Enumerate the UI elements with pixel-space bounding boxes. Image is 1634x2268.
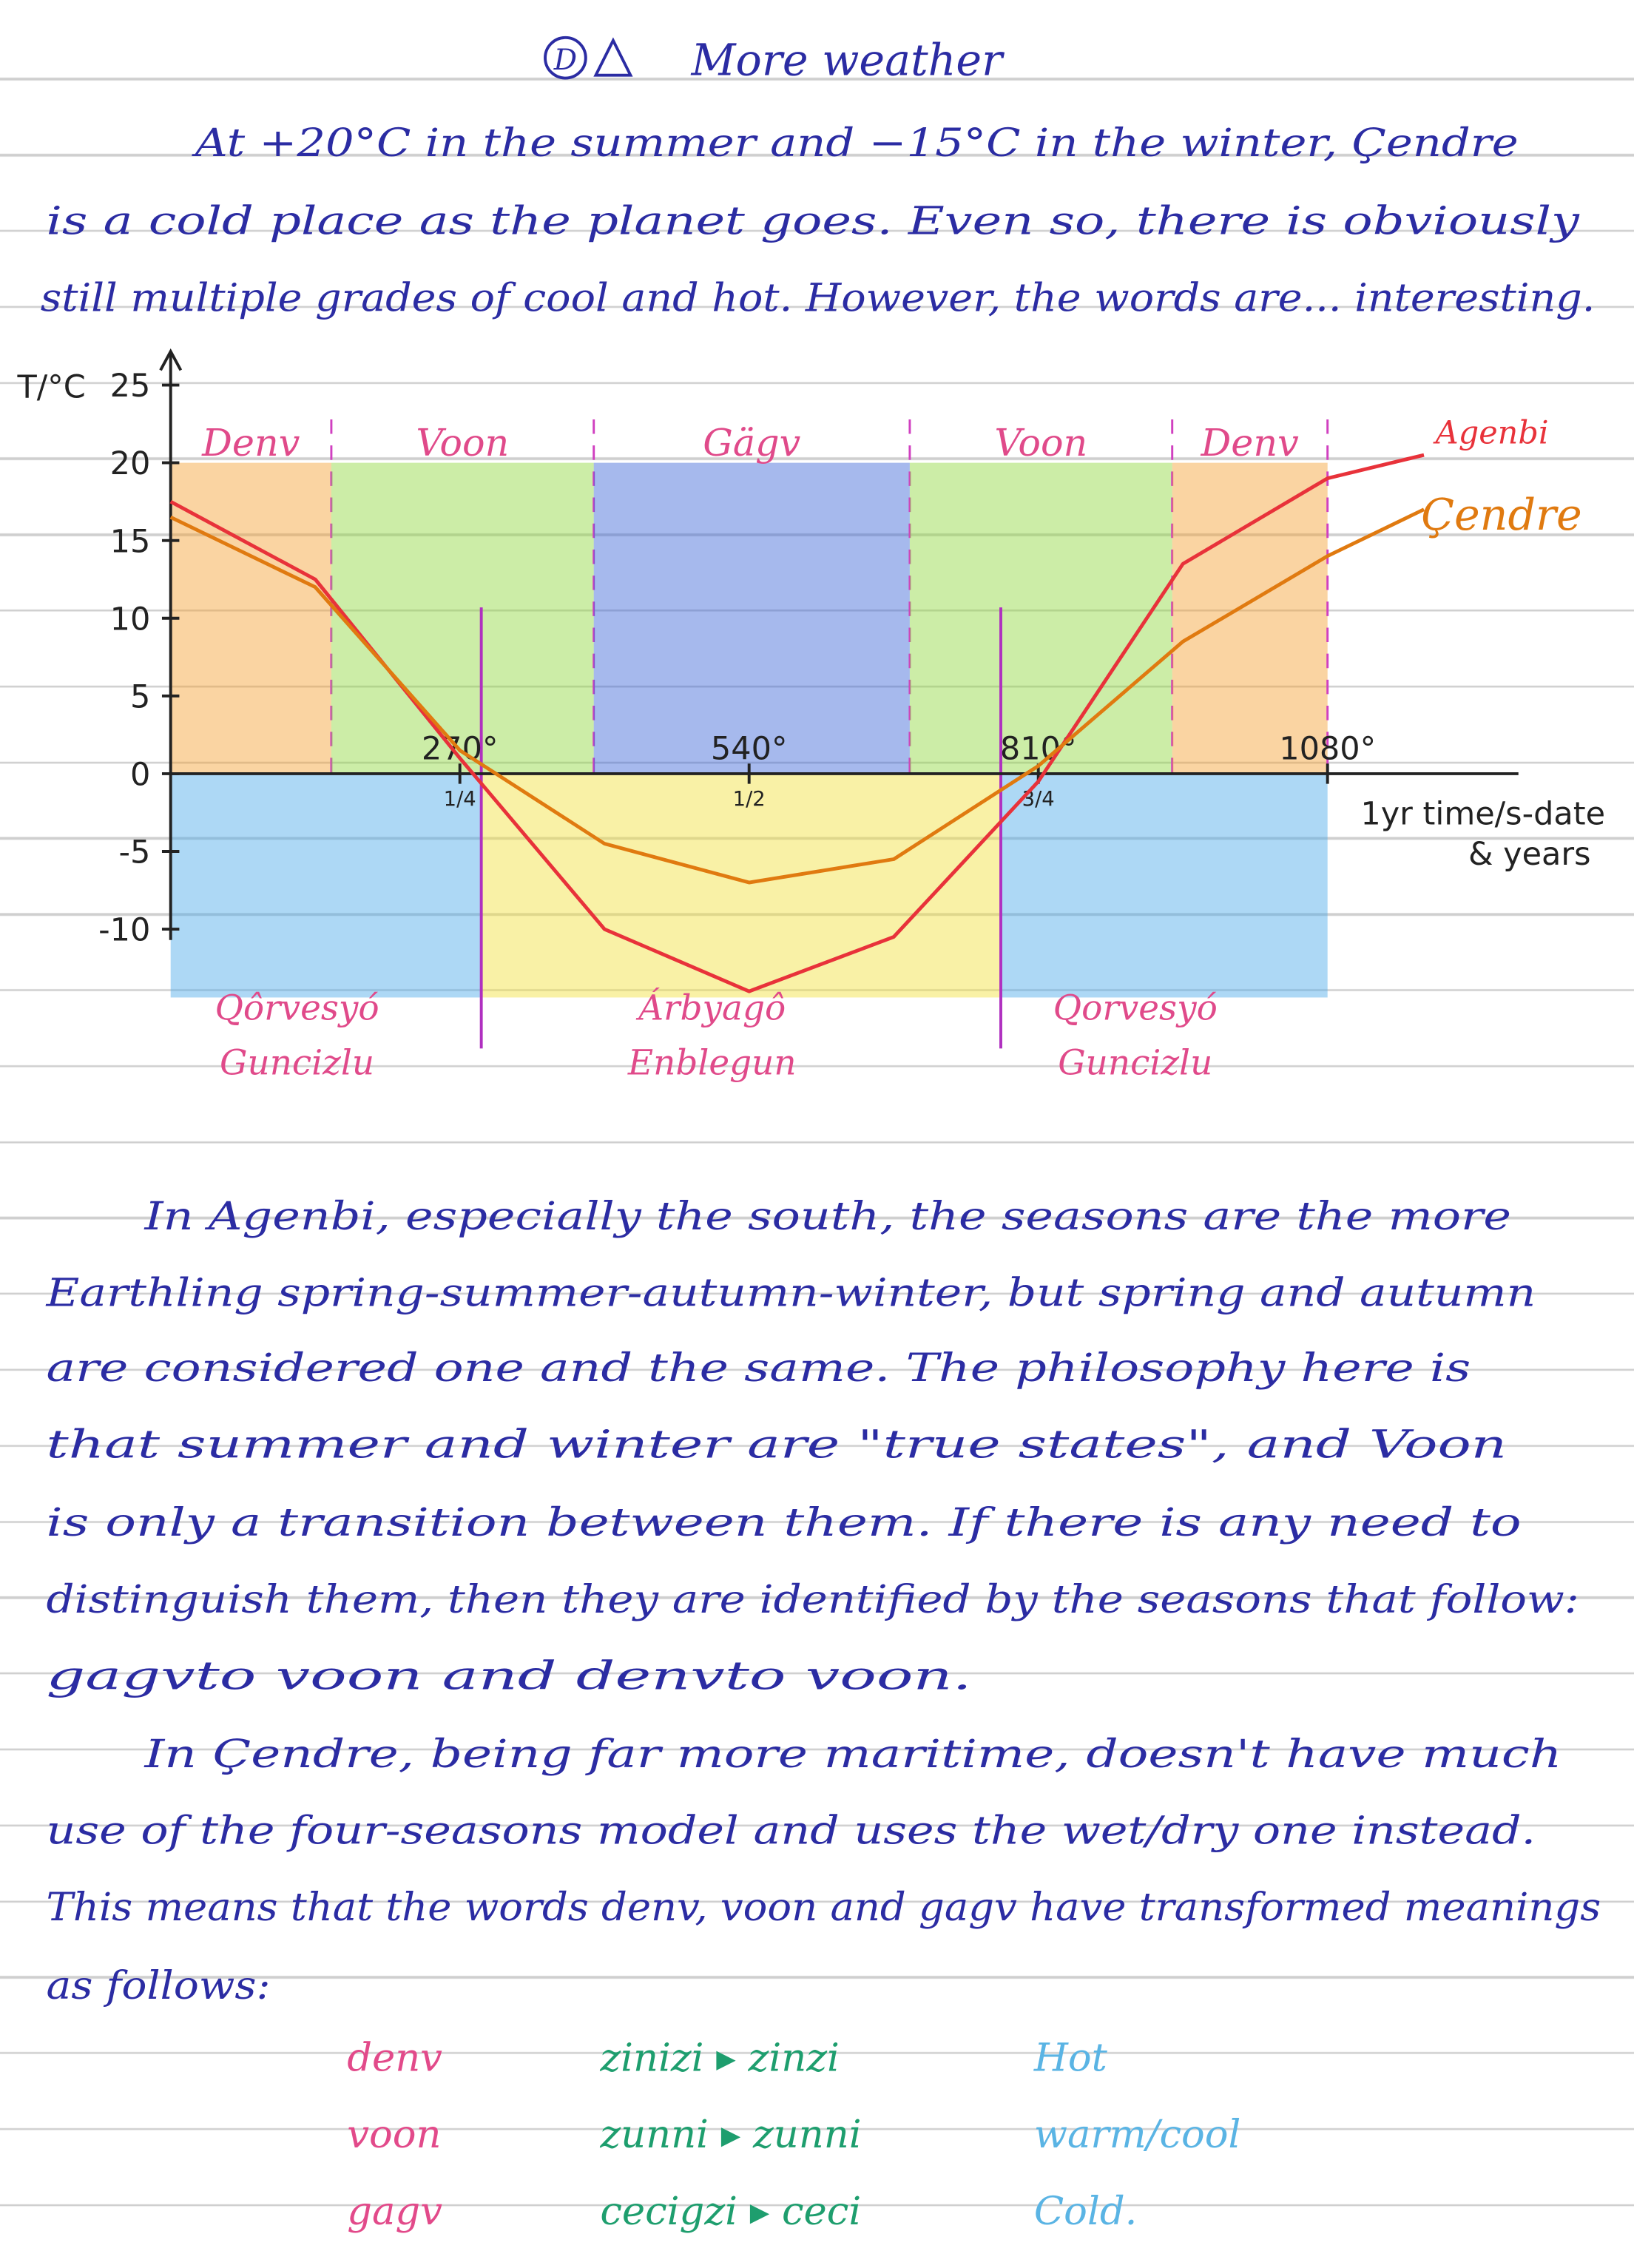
season-label: Gägv — [703, 421, 800, 465]
x-tick-label: 540° — [711, 730, 788, 767]
text-line: distinguish them, then they are identifi… — [47, 1577, 1579, 1622]
series-line — [169, 507, 1425, 885]
text-line: use of the four-seasons model and uses t… — [47, 1809, 1536, 1854]
text-line: as follows: — [47, 1963, 271, 2008]
region-label: Enblegun — [627, 1043, 797, 1084]
x-tick-label: 1080° — [1279, 730, 1376, 767]
region-label: Guncizlu — [1058, 1043, 1212, 1084]
x-fraction-label: 1/2 — [733, 788, 766, 811]
table-cell: denv — [347, 2036, 442, 2081]
y-axis-label: T/°C — [16, 369, 85, 406]
text-line: still multiple grades of cool and hot. H… — [41, 275, 1596, 320]
legend-label: Çendre — [1421, 490, 1582, 540]
chart: Denv Voon Gägv Voon Denv Qôrvesyó Guncizlu Árby… — [16, 348, 1605, 1084]
lower-region — [1001, 773, 1328, 998]
text-line: In Agenbi, especially the south, the sea… — [144, 1194, 1511, 1239]
title-icon — [593, 37, 633, 77]
table-cell: warm/cool — [1034, 2112, 1241, 2157]
season-region — [331, 462, 594, 774]
page-letter: D — [553, 44, 577, 77]
text-line: In Çendre, being far more maritime, does… — [144, 1732, 1562, 1777]
text-line: are considered one and the same. The phi… — [47, 1346, 1471, 1391]
season-region — [1172, 462, 1328, 774]
table-cell: cecigzi ▸ ceci — [600, 2189, 861, 2234]
table-cell: Cold. — [1034, 2189, 1138, 2234]
x-axis-label: 1yr time/s-date — [1360, 795, 1605, 832]
table-cell: zunni ▸ zunni — [599, 2112, 861, 2157]
region-label: Qorvesyó — [1053, 988, 1218, 1028]
region-label: Árbyagô — [635, 987, 786, 1028]
y-tick-label: 20 — [110, 445, 151, 482]
region-label: Guncizlu — [220, 1043, 374, 1084]
region-label: Qôrvesyó — [215, 988, 379, 1028]
legend-label: Agenbi — [1433, 414, 1549, 451]
y-tick-label: 0 — [130, 757, 150, 794]
y-tick-label: -5 — [118, 834, 150, 871]
text-line: is only a transition between them. If th… — [47, 1500, 1522, 1545]
season-label: Voon — [416, 421, 509, 465]
text-line: Earthling spring-summer-autumn-winter, b… — [45, 1270, 1536, 1315]
y-tick-label: 25 — [110, 368, 151, 405]
season-region — [593, 462, 910, 774]
season-region — [909, 462, 1172, 774]
x-axis-label: & years — [1468, 836, 1591, 873]
season-label: Denv — [201, 421, 300, 465]
y-tick-label: 15 — [110, 523, 151, 560]
table-cell: zinizi ▸ zinzi — [599, 2036, 840, 2081]
page-circle — [544, 36, 587, 80]
table-cell: Hot — [1033, 2036, 1108, 2081]
title: More weather — [690, 36, 1005, 86]
x-fraction-label: 1/4 — [444, 788, 476, 811]
text-line: is a cold place as the planet goes. Even… — [47, 199, 1581, 244]
season-region — [170, 462, 331, 774]
y-tick-label: 5 — [130, 678, 150, 715]
text-line: This means that the words denv, voon and… — [47, 1885, 1601, 1930]
text-line: that summer and winter are "true states"… — [47, 1422, 1508, 1468]
text-line: gagvto voon and denvto voon. — [47, 1653, 972, 1698]
season-label: Denv — [1201, 421, 1300, 465]
text-line: At +20°C in the summer and −15°C in the … — [191, 121, 1519, 166]
season-label: Voon — [994, 421, 1087, 465]
table-cell: voon — [347, 2112, 441, 2157]
y-arrow — [159, 348, 183, 371]
y-tick-label: 10 — [110, 601, 151, 638]
x-tick-label: 810° — [1000, 730, 1077, 767]
y-tick-label: -10 — [98, 912, 150, 949]
lower-region — [170, 773, 482, 998]
table-cell: gagv — [347, 2189, 442, 2234]
